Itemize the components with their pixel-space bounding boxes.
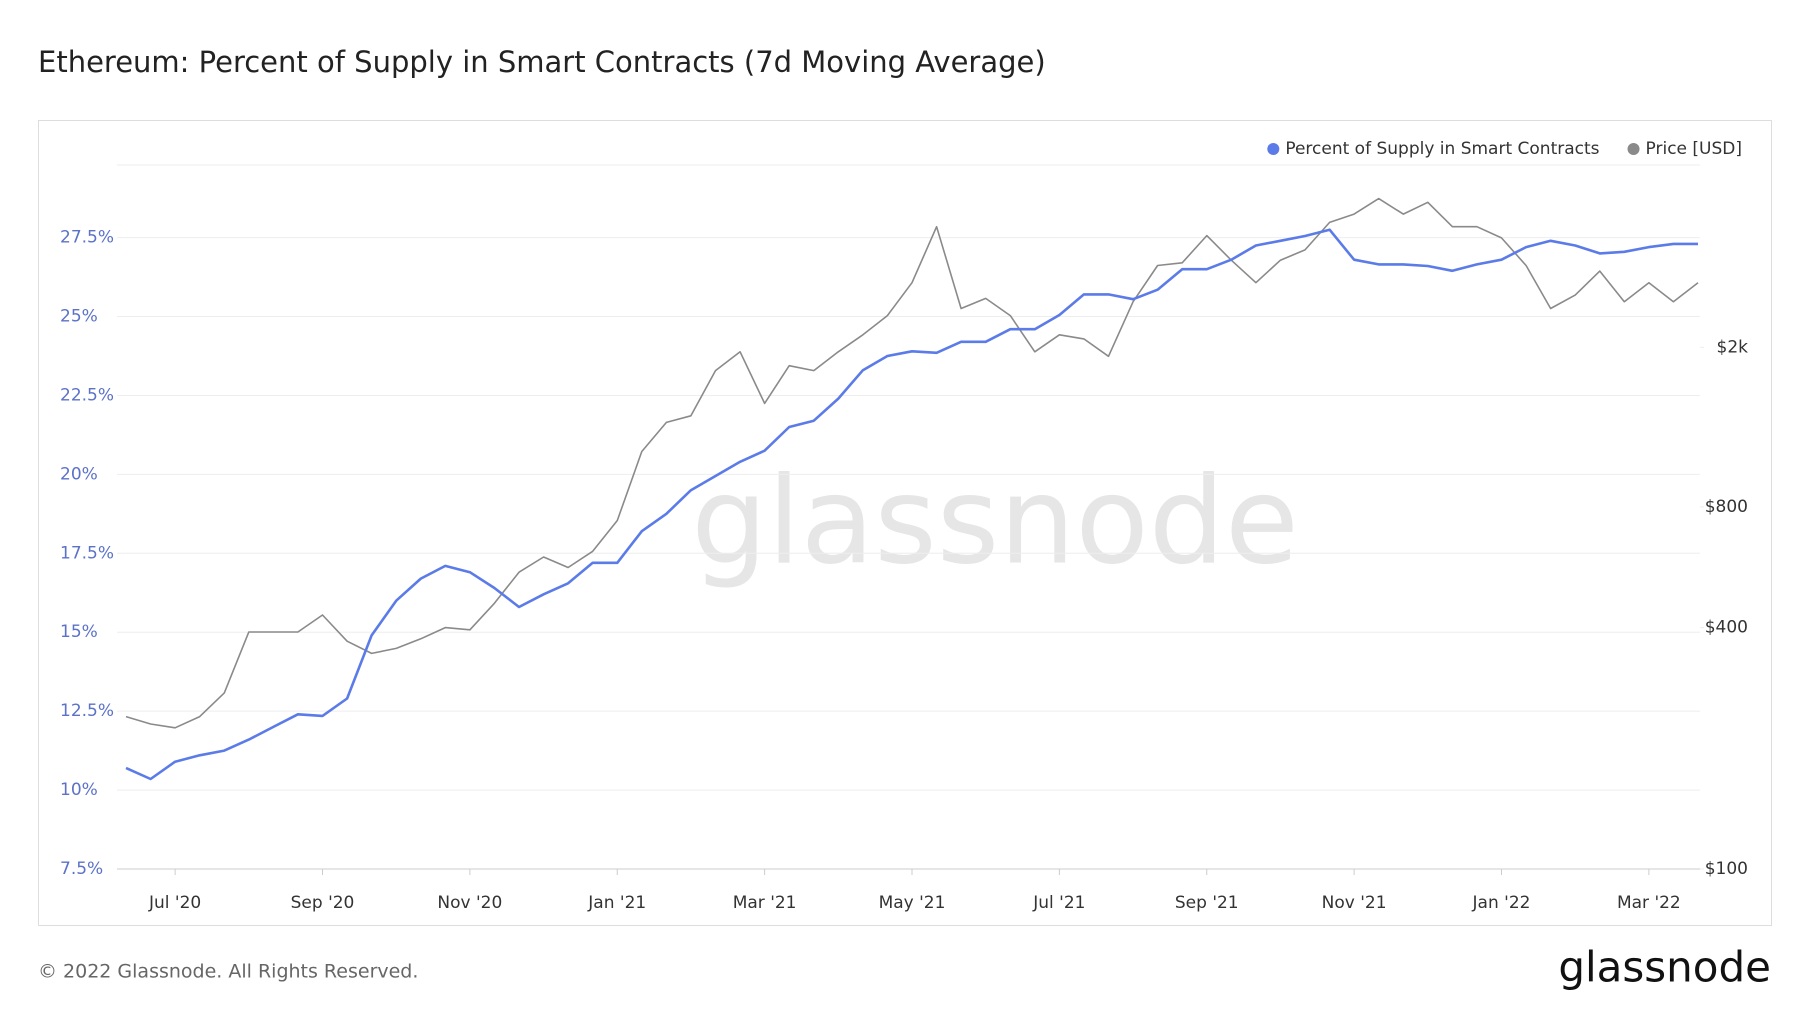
logo: glassnode xyxy=(1558,943,1771,992)
y2-tick-label: $800 xyxy=(1705,497,1748,517)
series-line xyxy=(125,197,1699,729)
y-tick-label: 7.5% xyxy=(60,859,103,879)
y-tick-label: 27.5% xyxy=(60,228,114,248)
x-tick-label: Jan '22 xyxy=(1472,893,1531,913)
copyright: © 2022 Glassnode. All Rights Reserved. xyxy=(38,961,418,983)
y2-tick-label: $400 xyxy=(1705,618,1748,638)
series-line xyxy=(125,228,1698,781)
x-tick-label: Mar '21 xyxy=(733,893,797,913)
x-tick-label: Nov '20 xyxy=(437,893,502,913)
x-tick-label: May '21 xyxy=(879,893,946,913)
legend-label: Price [USD] xyxy=(1646,139,1742,159)
x-tick-label: Jul '21 xyxy=(1032,893,1085,913)
watermark: glassnode xyxy=(691,453,1299,592)
x-tick-label: Jul '20 xyxy=(148,893,201,913)
legend-label: Percent of Supply in Smart Contracts xyxy=(1285,139,1599,159)
y-tick-label: 15% xyxy=(60,622,98,642)
x-tick-label: Sep '21 xyxy=(1175,893,1239,913)
chart-frame xyxy=(38,120,1772,926)
y-tick-label: 12.5% xyxy=(60,701,114,721)
y2-tick-label: $2k xyxy=(1717,337,1749,357)
chart-title: Ethereum: Percent of Supply in Smart Con… xyxy=(38,45,1046,79)
x-tick-label: Jan '21 xyxy=(587,893,646,913)
x-tick-label: Sep '20 xyxy=(291,893,355,913)
y-tick-label: 25% xyxy=(60,307,98,327)
y-tick-label: 22.5% xyxy=(60,385,114,405)
y-tick-label: 20% xyxy=(60,464,98,484)
y-tick-label: 17.5% xyxy=(60,543,114,563)
y-tick-label: 10% xyxy=(60,780,98,800)
x-tick-label: Mar '22 xyxy=(1617,893,1681,913)
x-tick-label: Nov '21 xyxy=(1322,893,1387,913)
y2-tick-label: $100 xyxy=(1705,859,1748,879)
legend-swatch xyxy=(1627,143,1640,155)
legend-swatch xyxy=(1267,143,1280,155)
